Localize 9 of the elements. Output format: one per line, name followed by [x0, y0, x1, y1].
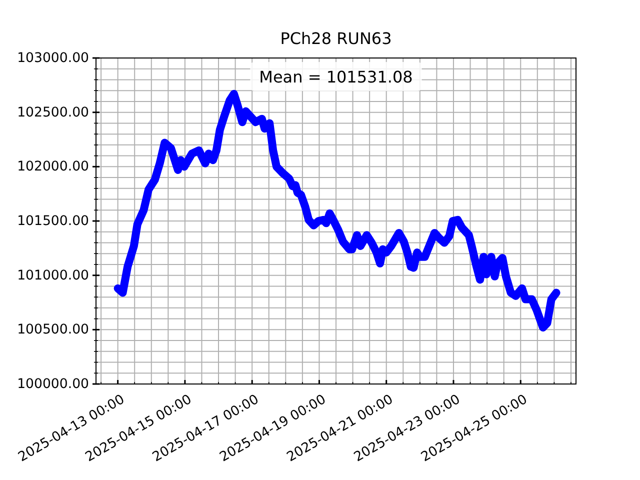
y-tick-label: 101500.00: [17, 214, 89, 228]
y-tick-label: 100500.00: [17, 322, 89, 338]
chart-title: PCh28 RUN63: [280, 29, 392, 48]
y-tick-label: 100000.00: [17, 376, 89, 392]
y-tick-label: 102500.00: [17, 104, 89, 120]
y-tick-label: 101000.00: [17, 268, 89, 283]
y-tick-label: 103000.00: [17, 50, 89, 66]
y-tick-label: 102000.00: [17, 159, 89, 174]
annotation: Mean = 101531.08: [259, 67, 413, 86]
